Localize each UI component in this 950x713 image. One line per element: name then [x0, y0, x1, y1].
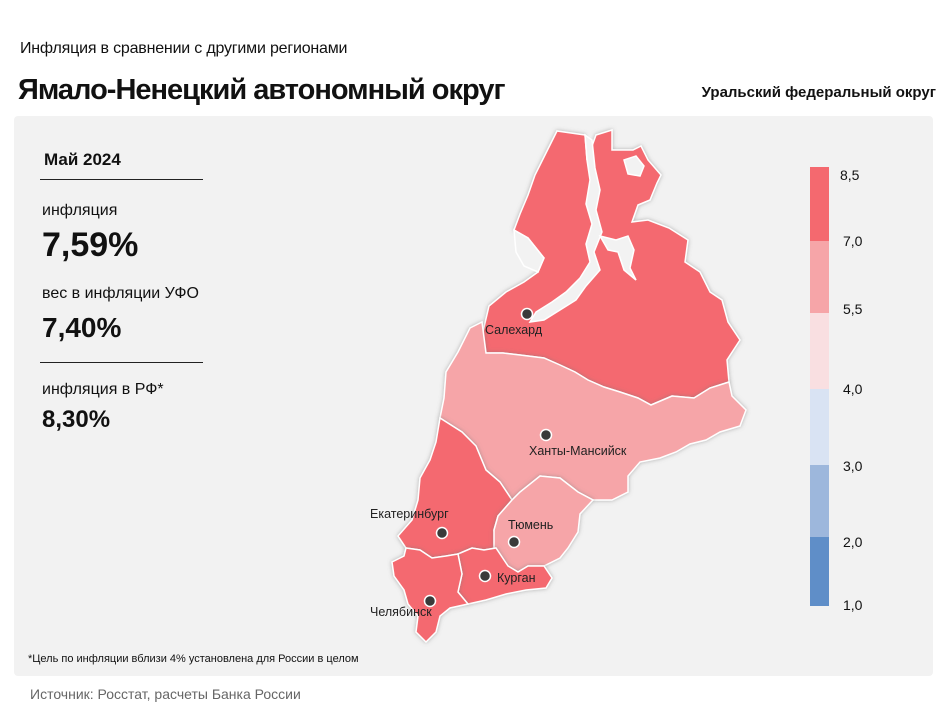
legend-bin-3-4: [810, 389, 829, 465]
legend-tick: 7,0: [843, 233, 863, 249]
legend-tick: 2,0: [843, 534, 863, 550]
district-label: Уральский федеральный округ: [701, 84, 936, 101]
source-note: Источник: Росстат, расчеты Банка России: [30, 686, 301, 702]
city-kurgan[interactable]: Курган: [478, 569, 536, 586]
rf-inflation-label: инфляция в РФ*: [42, 381, 164, 398]
legend-tick: 5,5: [843, 301, 863, 317]
page-title: Ямало-Ненецкий автономный округ: [18, 74, 506, 106]
gulf-baydarata: [513, 228, 545, 273]
inflation-value: 7,59%: [42, 226, 139, 264]
city-label-salekhard: Салехард: [485, 323, 543, 337]
gulf-taz: [598, 234, 637, 281]
footnote: *Цель по инфляции вблизи 4% установлена …: [28, 653, 359, 665]
city-khanty-mansiysk[interactable]: Ханты-Мансийск: [529, 428, 627, 459]
city-label-ekaterinburg: Екатеринбург: [370, 507, 449, 521]
divider: [40, 179, 203, 180]
period-label: Май 2024: [44, 150, 121, 169]
city-label-kurgan: Курган: [497, 571, 536, 585]
legend-bin-7-8.5: [810, 167, 829, 241]
city-ekaterinburg[interactable]: Екатеринбург: [370, 507, 449, 540]
city-tyumen[interactable]: Тюмень: [507, 518, 553, 549]
city-label-chelyabinsk: Челябинск: [370, 605, 432, 619]
legend-bar: [810, 167, 829, 606]
city-label-tyumen: Тюмень: [508, 518, 553, 532]
legend-tick: 1,0: [843, 597, 863, 613]
legend-bin-2-3: [810, 465, 829, 537]
weight-label: вес в инфляции УФО: [42, 285, 199, 302]
legend-bin-5.5-7: [810, 241, 829, 313]
rf-inflation-value: 8,30%: [42, 406, 111, 433]
inflation-label: инфляция: [42, 202, 118, 219]
legend-tick: 8,5: [840, 167, 860, 183]
legend-tick: 4,0: [843, 381, 863, 397]
subtitle: Инфляция в сравнении с другими регионами: [20, 40, 348, 57]
legend-bin-4-5.5: [810, 313, 829, 389]
city-salekhard[interactable]: Салехард: [485, 307, 543, 338]
divider: [40, 362, 203, 363]
city-chelyabinsk[interactable]: Челябинск: [370, 594, 437, 620]
weight-value: 7,40%: [42, 312, 122, 343]
island-gyda: [623, 155, 645, 177]
gulf-ob: [528, 133, 603, 323]
city-label-khanty-mansiysk: Ханты-Мансийск: [529, 444, 627, 458]
legend-tick: 3,0: [843, 458, 863, 474]
legend-bin-1-2: [810, 537, 829, 606]
